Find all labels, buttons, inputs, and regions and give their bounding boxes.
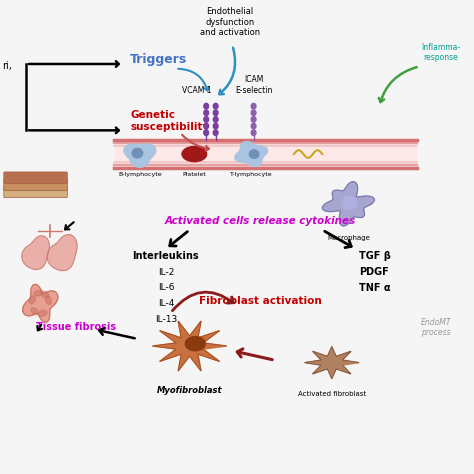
Ellipse shape	[251, 123, 256, 129]
Ellipse shape	[213, 110, 218, 116]
Text: ICAM
E-selectin: ICAM E-selectin	[235, 75, 272, 95]
Ellipse shape	[213, 123, 218, 129]
Text: IL-2: IL-2	[158, 268, 174, 277]
Ellipse shape	[249, 150, 259, 158]
Text: Macrophage: Macrophage	[327, 235, 370, 241]
Ellipse shape	[46, 296, 52, 304]
Text: Tissue fibrosis: Tissue fibrosis	[36, 322, 116, 332]
Text: Activated fibroblast: Activated fibroblast	[298, 391, 366, 397]
Ellipse shape	[204, 110, 209, 116]
Ellipse shape	[251, 110, 256, 116]
Polygon shape	[23, 284, 58, 322]
FancyBboxPatch shape	[4, 179, 67, 191]
Ellipse shape	[185, 337, 205, 351]
Ellipse shape	[204, 103, 209, 109]
FancyBboxPatch shape	[4, 186, 67, 198]
Ellipse shape	[213, 117, 218, 122]
Ellipse shape	[251, 117, 256, 122]
Ellipse shape	[204, 117, 209, 122]
Polygon shape	[305, 346, 359, 379]
Text: Myofibroblast: Myofibroblast	[157, 386, 222, 395]
Ellipse shape	[251, 103, 256, 109]
Bar	[114, 140, 417, 168]
Text: Genetic
susceptibility: Genetic susceptibility	[130, 110, 210, 132]
Polygon shape	[47, 235, 77, 271]
Text: Activated cells release cytokines: Activated cells release cytokines	[165, 216, 356, 226]
Text: Triggers: Triggers	[130, 53, 188, 66]
Text: VCAM 1: VCAM 1	[182, 86, 211, 95]
Ellipse shape	[213, 130, 218, 136]
Text: TGF β: TGF β	[358, 251, 391, 261]
Ellipse shape	[38, 310, 47, 316]
Ellipse shape	[34, 290, 43, 296]
Ellipse shape	[213, 103, 218, 109]
Text: ri,: ri,	[2, 61, 12, 72]
Text: IL-6: IL-6	[158, 283, 174, 292]
Text: Fibroblast activation: Fibroblast activation	[200, 296, 322, 306]
Polygon shape	[322, 182, 374, 226]
Text: B-lymphocyte: B-lymphocyte	[118, 172, 162, 177]
Polygon shape	[124, 144, 156, 167]
Ellipse shape	[342, 196, 357, 210]
Polygon shape	[22, 236, 49, 269]
Ellipse shape	[204, 130, 209, 136]
Ellipse shape	[204, 123, 209, 129]
Text: Platelet: Platelet	[182, 172, 206, 177]
Text: Interleukins: Interleukins	[133, 251, 199, 261]
Ellipse shape	[41, 291, 49, 298]
Polygon shape	[235, 142, 267, 167]
Ellipse shape	[182, 146, 207, 162]
Ellipse shape	[29, 296, 35, 304]
Text: TNF α: TNF α	[359, 283, 390, 292]
Text: EndoMT
process: EndoMT process	[421, 318, 451, 337]
Text: Endothelial
dysfunction
and activation: Endothelial dysfunction and activation	[200, 7, 260, 37]
Text: IL-4: IL-4	[158, 299, 174, 308]
Text: Inflamma-
response: Inflamma- response	[421, 43, 460, 62]
Text: T-lymphocyte: T-lymphocyte	[230, 172, 273, 177]
Ellipse shape	[251, 130, 256, 136]
Ellipse shape	[31, 308, 38, 315]
Text: PDGF: PDGF	[360, 267, 389, 277]
Ellipse shape	[132, 148, 143, 158]
FancyBboxPatch shape	[4, 172, 67, 183]
Polygon shape	[153, 321, 227, 371]
Text: IL-13: IL-13	[155, 315, 177, 324]
